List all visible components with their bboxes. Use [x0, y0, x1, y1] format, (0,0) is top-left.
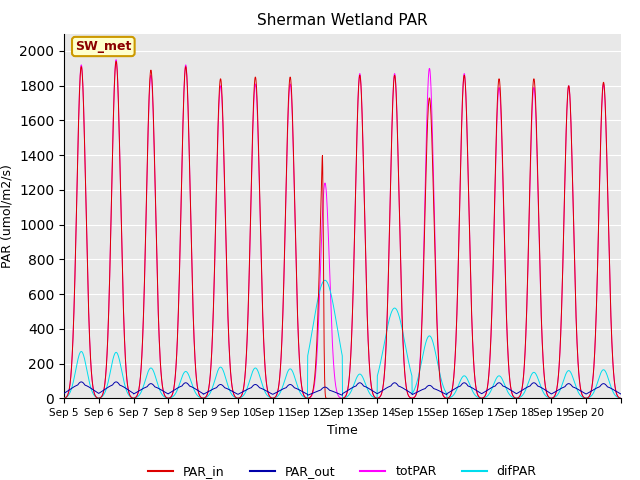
Text: SW_met: SW_met [75, 40, 131, 53]
Legend: PAR_in, PAR_out, totPAR, difPAR: PAR_in, PAR_out, totPAR, difPAR [143, 460, 541, 480]
Y-axis label: PAR (umol/m2/s): PAR (umol/m2/s) [1, 164, 13, 268]
X-axis label: Time: Time [327, 424, 358, 437]
Title: Sherman Wetland PAR: Sherman Wetland PAR [257, 13, 428, 28]
